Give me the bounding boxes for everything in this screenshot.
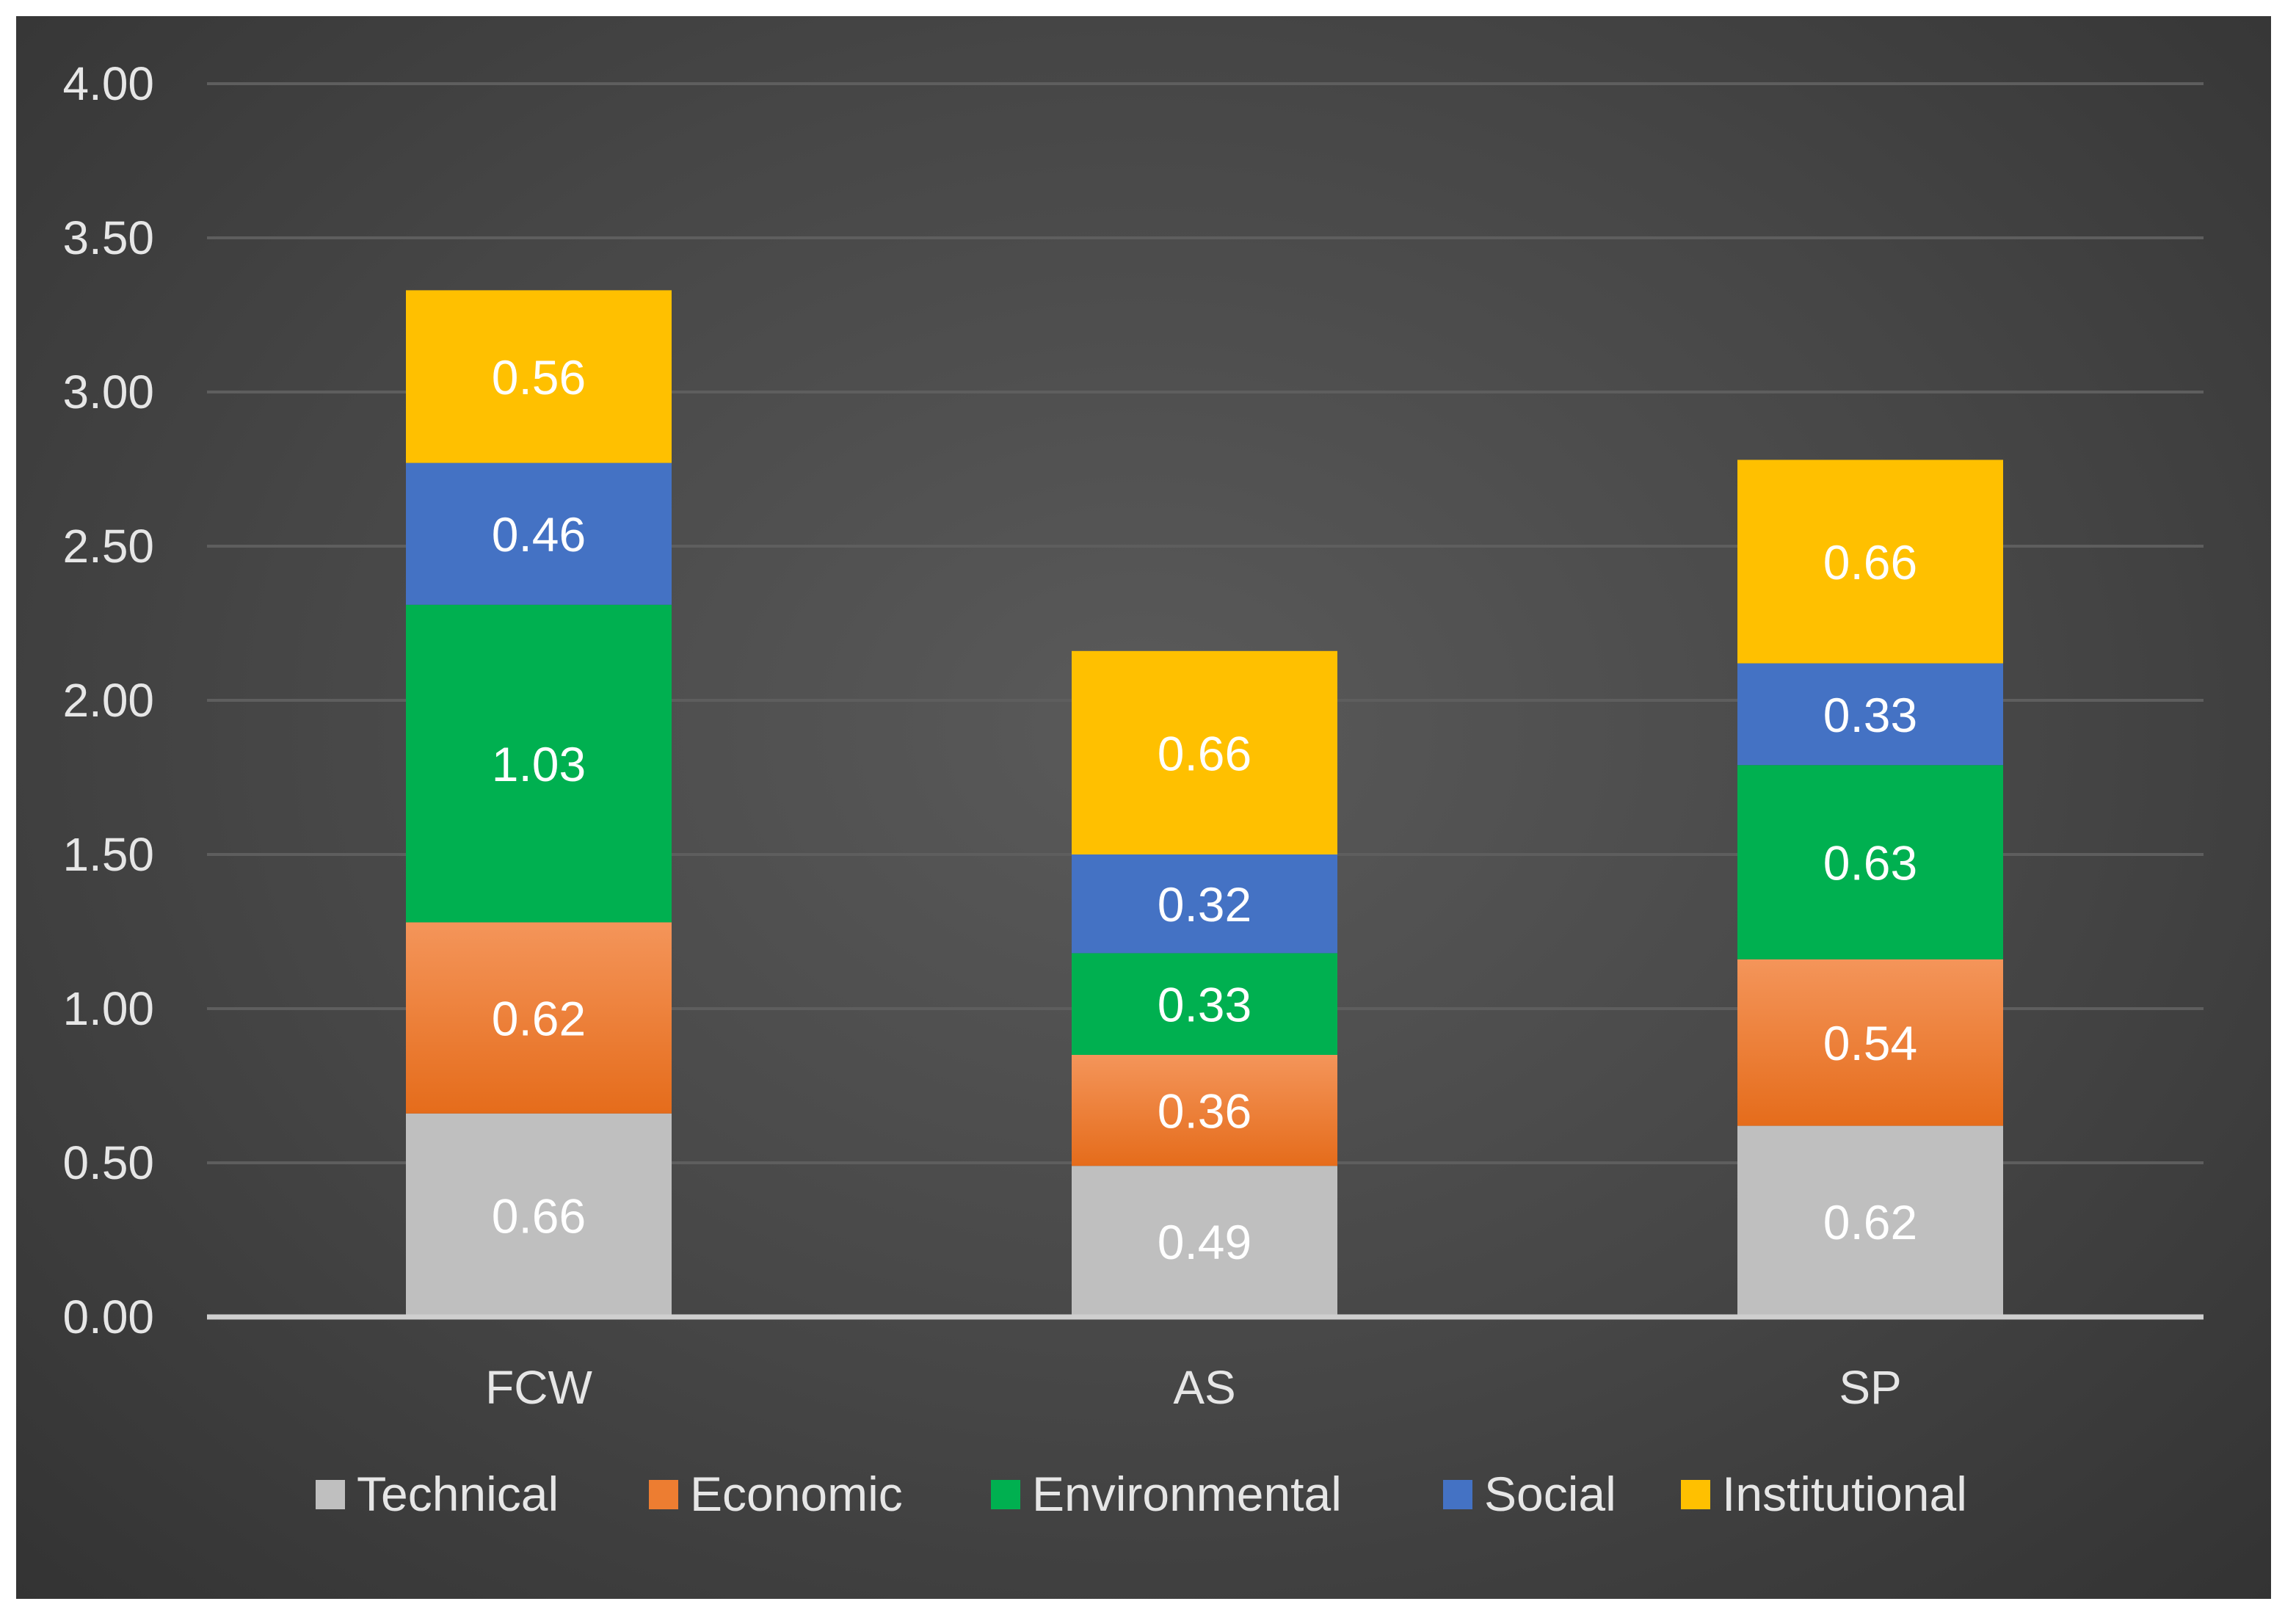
bar-segment-social-as	[1072, 854, 1337, 954]
bar-segment-economic-sp	[1737, 959, 2003, 1126]
bar-segment-institutional-as	[1072, 650, 1337, 854]
legend-swatch-social	[1443, 1480, 1472, 1509]
bar-segment-social-fcw	[406, 462, 672, 605]
y-tick-label: 1.00	[62, 982, 154, 1035]
legend: Technical Economic Environmental Social Inst…	[316, 1467, 1967, 1521]
data-label-environmental-fcw: 1.03	[492, 737, 586, 791]
bar-segment-economic-fcw	[406, 922, 672, 1114]
data-label-economic-sp: 0.54	[1823, 1016, 1917, 1070]
legend-label-technical: Technical	[357, 1467, 559, 1521]
data-label-environmental-sp: 0.63	[1823, 836, 1917, 890]
legend-label-environmental: Environmental	[1032, 1467, 1342, 1521]
legend-label-institutional: Institutional	[1722, 1467, 1967, 1521]
y-tick-label: 2.50	[62, 520, 154, 573]
data-label-economic-fcw: 0.62	[492, 992, 586, 1046]
data-label-technical-sp: 0.62	[1823, 1195, 1917, 1249]
bar-segment-technical-sp	[1737, 1125, 2003, 1317]
bar-segment-economic-as	[1072, 1055, 1337, 1166]
y-tick-label: 3.00	[62, 366, 154, 418]
data-label-economic-as: 0.36	[1158, 1084, 1251, 1139]
x-category-label: FCW	[485, 1361, 592, 1414]
legend-label-economic: Economic	[690, 1467, 903, 1521]
data-label-social-sp: 0.33	[1823, 688, 1917, 742]
y-tick-label: 0.50	[62, 1136, 154, 1189]
bar-segment-institutional-fcw	[406, 290, 672, 463]
data-label-institutional-fcw: 0.56	[492, 350, 586, 404]
data-label-institutional-sp: 0.66	[1823, 535, 1917, 589]
x-category-label: AS	[1173, 1361, 1235, 1414]
x-category-label: SP	[1839, 1361, 1901, 1414]
legend-swatch-environmental	[991, 1480, 1020, 1509]
data-label-technical-fcw: 0.66	[492, 1188, 586, 1243]
legend-swatch-technical	[316, 1480, 345, 1509]
legend-swatch-economic	[649, 1480, 678, 1509]
x-axis-categories: FCW AS SP	[485, 1361, 1902, 1414]
data-label-social-fcw: 0.46	[492, 507, 586, 562]
bar-segment-institutional-sp	[1737, 460, 2003, 664]
y-axis-ticks: 0.00 0.50 1.00 1.50 2.00 2.50 3.00 3.50 4.00	[62, 57, 154, 1343]
data-label-social-as: 0.32	[1158, 877, 1251, 932]
y-tick-label: 1.50	[62, 828, 154, 881]
y-tick-label: 3.50	[62, 211, 154, 264]
bars: 0.66 0.62 1.03 0.46 0.56 0.49 0.36 0.33 0.32 0.66…	[406, 290, 2003, 1317]
bar-segment-environmental-sp	[1737, 765, 2003, 959]
data-label-technical-as: 0.49	[1158, 1215, 1251, 1269]
legend-swatch-institutional	[1681, 1480, 1710, 1509]
bar-segment-technical-fcw	[406, 1113, 672, 1317]
bar-segment-social-sp	[1737, 663, 2003, 766]
y-tick-label: 0.00	[62, 1291, 154, 1343]
bar-segment-environmental-as	[1072, 953, 1337, 1055]
data-label-environmental-as: 0.33	[1158, 978, 1251, 1032]
bar-segment-environmental-fcw	[406, 604, 672, 923]
bar-segment-technical-as	[1072, 1166, 1337, 1317]
y-tick-label: 2.00	[62, 674, 154, 727]
y-tick-label: 4.00	[62, 57, 154, 110]
legend-label-social: Social	[1484, 1467, 1616, 1521]
data-label-institutional-as: 0.66	[1158, 726, 1251, 780]
